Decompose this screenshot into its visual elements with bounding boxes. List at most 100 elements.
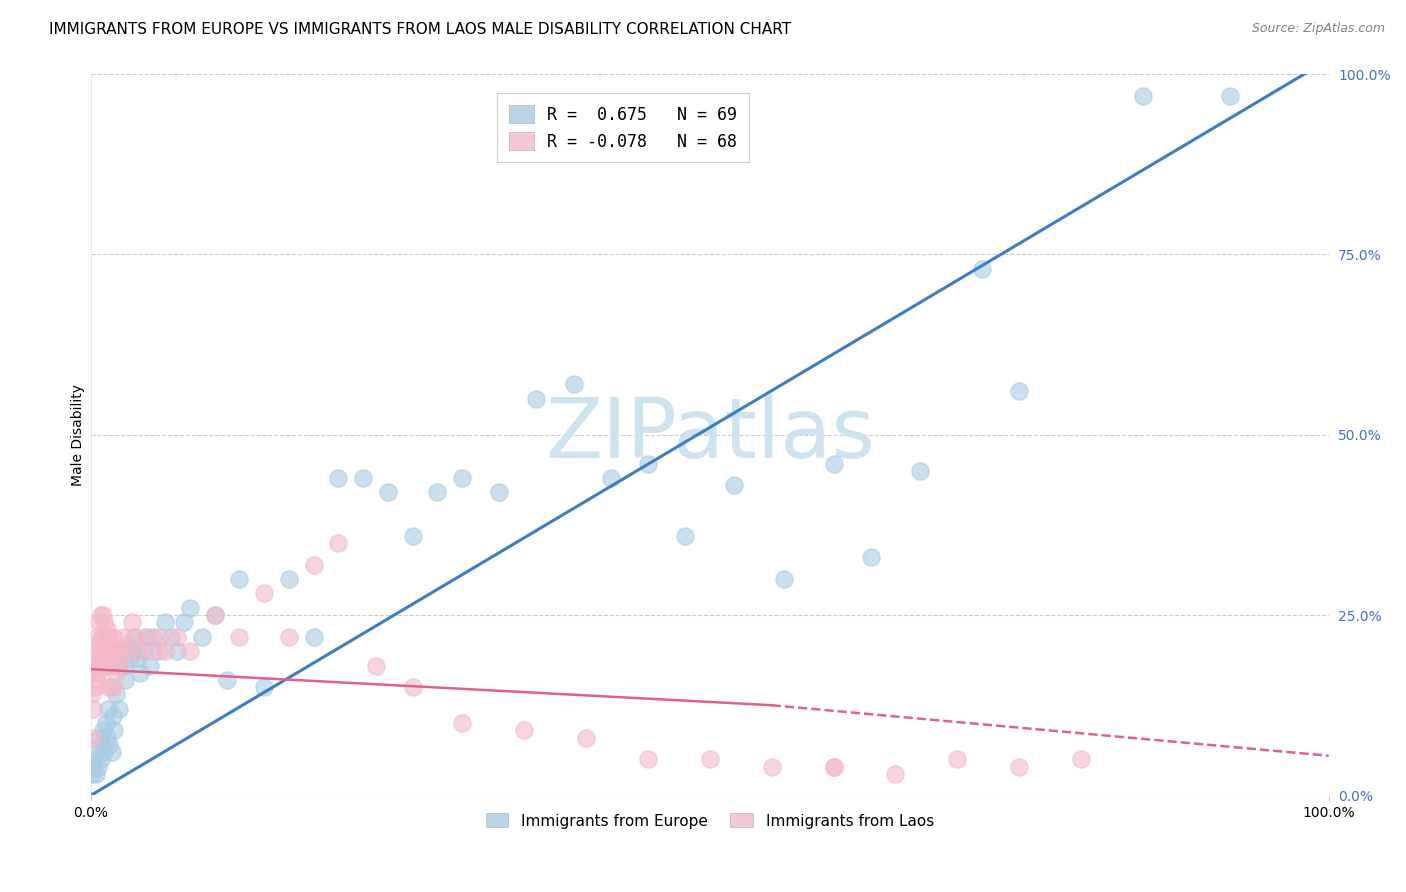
- Point: [112, 658, 135, 673]
- Point: [352, 471, 374, 485]
- Point: [124, 630, 146, 644]
- Point: [86, 630, 108, 644]
- Point: [364, 658, 387, 673]
- Point: [91, 608, 114, 623]
- Point: [884, 766, 907, 780]
- Point: [101, 745, 124, 759]
- Point: [599, 471, 621, 485]
- Point: [160, 630, 183, 644]
- Point: [142, 630, 165, 644]
- Point: [451, 471, 474, 485]
- Point: [87, 759, 110, 773]
- Point: [112, 630, 135, 644]
- Point: [823, 759, 845, 773]
- Point: [166, 630, 188, 644]
- Point: [89, 615, 111, 630]
- Point: [107, 658, 129, 673]
- Point: [114, 673, 136, 687]
- Point: [104, 687, 127, 701]
- Point: [103, 723, 125, 738]
- Point: [87, 665, 110, 680]
- Point: [859, 550, 882, 565]
- Point: [82, 759, 104, 773]
- Point: [96, 731, 118, 745]
- Point: [166, 644, 188, 658]
- Point: [93, 651, 115, 665]
- Point: [637, 752, 659, 766]
- Point: [723, 478, 745, 492]
- Point: [377, 485, 399, 500]
- Point: [135, 630, 157, 644]
- Point: [328, 536, 350, 550]
- Point: [93, 745, 115, 759]
- Point: [575, 731, 598, 745]
- Point: [84, 766, 107, 780]
- Point: [148, 630, 170, 644]
- Point: [153, 615, 176, 630]
- Point: [101, 709, 124, 723]
- Point: [100, 680, 122, 694]
- Point: [673, 529, 696, 543]
- Text: Source: ZipAtlas.com: Source: ZipAtlas.com: [1251, 22, 1385, 36]
- Point: [107, 644, 129, 658]
- Point: [699, 752, 721, 766]
- Point: [1008, 759, 1031, 773]
- Point: [1132, 88, 1154, 103]
- Point: [215, 673, 238, 687]
- Point: [80, 766, 103, 780]
- Point: [91, 630, 114, 644]
- Point: [89, 731, 111, 745]
- Point: [90, 752, 112, 766]
- Point: [148, 644, 170, 658]
- Point: [908, 464, 931, 478]
- Point: [142, 644, 165, 658]
- Point: [100, 644, 122, 658]
- Point: [83, 752, 105, 766]
- Text: IMMIGRANTS FROM EUROPE VS IMMIGRANTS FROM LAOS MALE DISABILITY CORRELATION CHART: IMMIGRANTS FROM EUROPE VS IMMIGRANTS FRO…: [49, 22, 792, 37]
- Point: [89, 651, 111, 665]
- Point: [94, 658, 117, 673]
- Point: [129, 665, 152, 680]
- Point: [93, 615, 115, 630]
- Point: [82, 702, 104, 716]
- Point: [117, 644, 139, 658]
- Point: [84, 673, 107, 687]
- Point: [103, 680, 125, 694]
- Point: [111, 644, 134, 658]
- Text: ZIPatlas: ZIPatlas: [544, 394, 875, 475]
- Point: [204, 608, 226, 623]
- Point: [94, 716, 117, 731]
- Point: [124, 630, 146, 644]
- Point: [127, 651, 149, 665]
- Point: [637, 457, 659, 471]
- Point: [135, 630, 157, 644]
- Point: [129, 644, 152, 658]
- Point: [228, 630, 250, 644]
- Point: [823, 457, 845, 471]
- Point: [562, 377, 585, 392]
- Point: [91, 723, 114, 738]
- Point: [82, 665, 104, 680]
- Point: [970, 261, 993, 276]
- Point: [773, 572, 796, 586]
- Point: [83, 680, 105, 694]
- Point: [104, 665, 127, 680]
- Point: [86, 658, 108, 673]
- Point: [120, 651, 142, 665]
- Point: [90, 608, 112, 623]
- Point: [80, 731, 103, 745]
- Y-axis label: Male Disability: Male Disability: [72, 384, 86, 486]
- Point: [86, 745, 108, 759]
- Point: [277, 630, 299, 644]
- Point: [1008, 384, 1031, 399]
- Point: [253, 680, 276, 694]
- Point: [98, 738, 121, 752]
- Legend: Immigrants from Europe, Immigrants from Laos: Immigrants from Europe, Immigrants from …: [479, 807, 941, 835]
- Point: [173, 615, 195, 630]
- Point: [401, 680, 423, 694]
- Point: [946, 752, 969, 766]
- Point: [121, 615, 143, 630]
- Point: [488, 485, 510, 500]
- Point: [105, 651, 128, 665]
- Point: [191, 630, 214, 644]
